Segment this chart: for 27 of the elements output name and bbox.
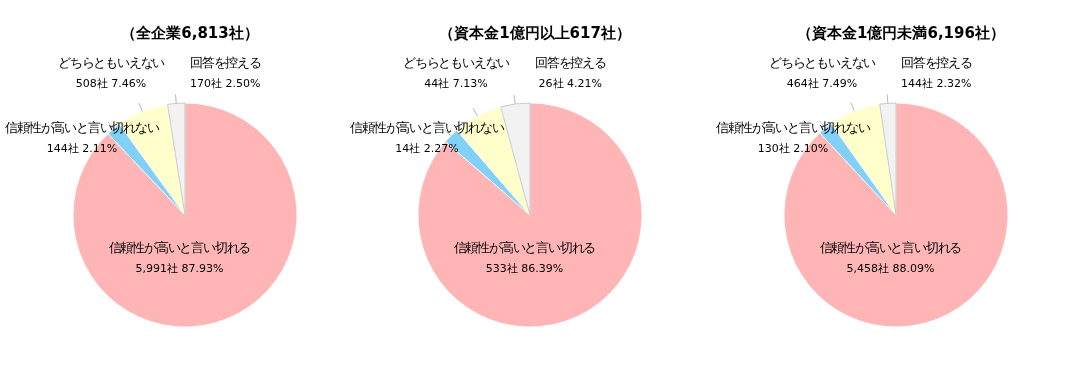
data-label: 14社 2.27%: [395, 142, 459, 156]
chart-title: （資本金1億円以上617社）: [439, 24, 631, 42]
data-label: 5,458社 88.09%: [846, 261, 935, 275]
data-label: 26社 4.21%: [538, 77, 603, 91]
slice-label: 回答を控える: [534, 55, 606, 71]
data-label: 44社 7.13%: [424, 77, 488, 91]
data-label: 508社 7.46%: [75, 77, 147, 91]
slice-label: どちらともいえない: [402, 55, 511, 71]
slice-label: 回答を控える: [900, 55, 972, 71]
slice-label: 信頼性が高いと言い切れない: [716, 120, 871, 136]
data-label: 130社 2.10%: [757, 142, 829, 156]
slice-label: 信頼性が高いと言い切れる: [819, 239, 962, 255]
slice-label: 信頼性が高いと言い切れる: [453, 239, 596, 255]
data-label: 464社 7.49%: [786, 77, 858, 91]
slice-label: 信頼性が高いと言い切れない: [5, 120, 160, 136]
data-label: 170社 2.50%: [190, 77, 261, 91]
slice-label: 信頼性が高いと言い切れる: [108, 239, 251, 255]
data-label: 533社 86.39%: [485, 261, 564, 275]
data-label: 144社 2.11%: [46, 142, 118, 156]
slice-label: 信頼性が高いと言い切れない: [350, 120, 505, 136]
chart-title: （資本金1億円未満6,196社）: [797, 24, 1005, 42]
slice-label: どちらともいえない: [57, 55, 166, 71]
data-label: 144社 2.32%: [901, 77, 972, 91]
chart-title: （全企業6,813社）: [121, 24, 259, 42]
slice-label: どちらともいえない: [768, 55, 877, 71]
slice-label: 回答を控える: [189, 55, 261, 71]
data-label: 5,991社 87.93%: [135, 261, 224, 275]
